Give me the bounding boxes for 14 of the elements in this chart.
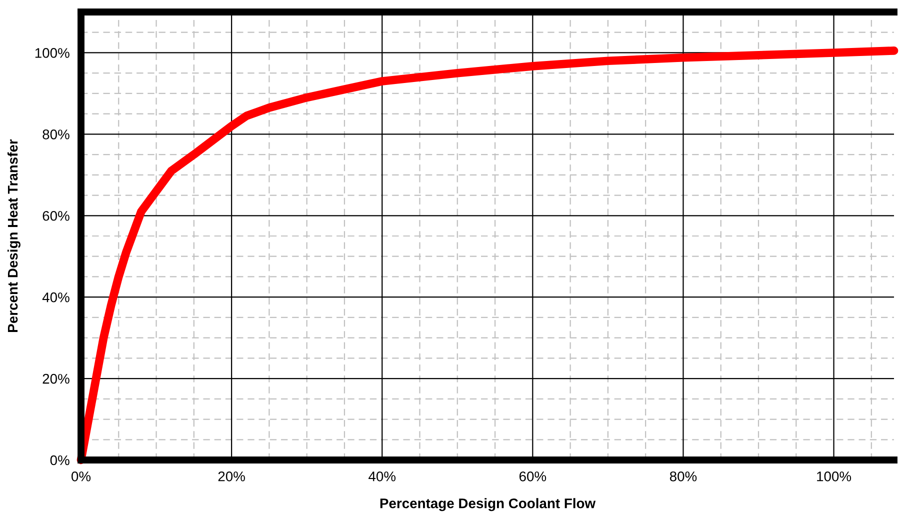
x-tick-label: 80% (670, 471, 697, 482)
x-axis-title: Percentage Design Coolant Flow (380, 498, 596, 512)
y-tick-label: 40% (42, 292, 70, 302)
y-tick-label: 60% (42, 210, 70, 221)
y-tick-label: 0% (50, 455, 70, 466)
y-tick-label: 20% (42, 374, 70, 384)
y-axis-title: Percent Design Heat Transfer (7, 139, 20, 332)
x-tick-label: 20% (218, 471, 245, 482)
x-tick-label: 40% (368, 471, 396, 482)
y-tick-label: 100% (35, 48, 70, 58)
x-tick-label: 0% (72, 471, 91, 482)
y-tick-label: 80% (42, 130, 70, 140)
x-tick-label: 60% (519, 471, 546, 482)
x-tick-label: 100% (817, 471, 852, 482)
